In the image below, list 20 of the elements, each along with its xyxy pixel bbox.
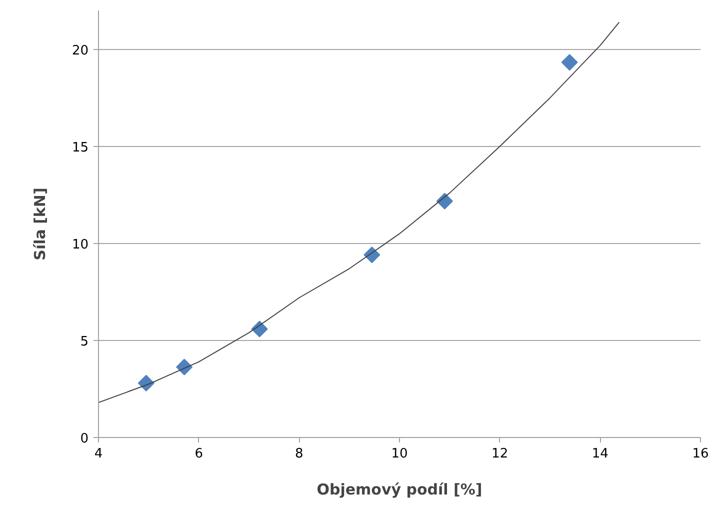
x-tick-label: 8 xyxy=(295,446,304,462)
point xyxy=(561,54,578,71)
y-axis-title: Síla [kN] xyxy=(30,188,49,260)
x-tick-label: 14 xyxy=(592,446,608,462)
x-tick-label: 12 xyxy=(492,446,508,462)
line-series xyxy=(98,22,620,404)
x-tick-label: 6 xyxy=(194,446,203,462)
y-tick-label: 15 xyxy=(72,140,89,156)
point xyxy=(436,192,453,210)
point xyxy=(364,246,380,264)
y-tick-label: 0 xyxy=(80,432,89,446)
y-tick-label: 10 xyxy=(72,237,89,252)
y-tick-label: 20 xyxy=(72,43,89,58)
x-tick-label: 16 xyxy=(692,446,709,462)
x-axis-title: Objemový podíl [%] xyxy=(316,480,482,498)
y-tick-label: 5 xyxy=(80,334,89,350)
x-tick-label: 10 xyxy=(391,446,408,462)
x-tick-label: 4 xyxy=(94,446,103,462)
point xyxy=(251,320,268,338)
point xyxy=(176,358,193,376)
